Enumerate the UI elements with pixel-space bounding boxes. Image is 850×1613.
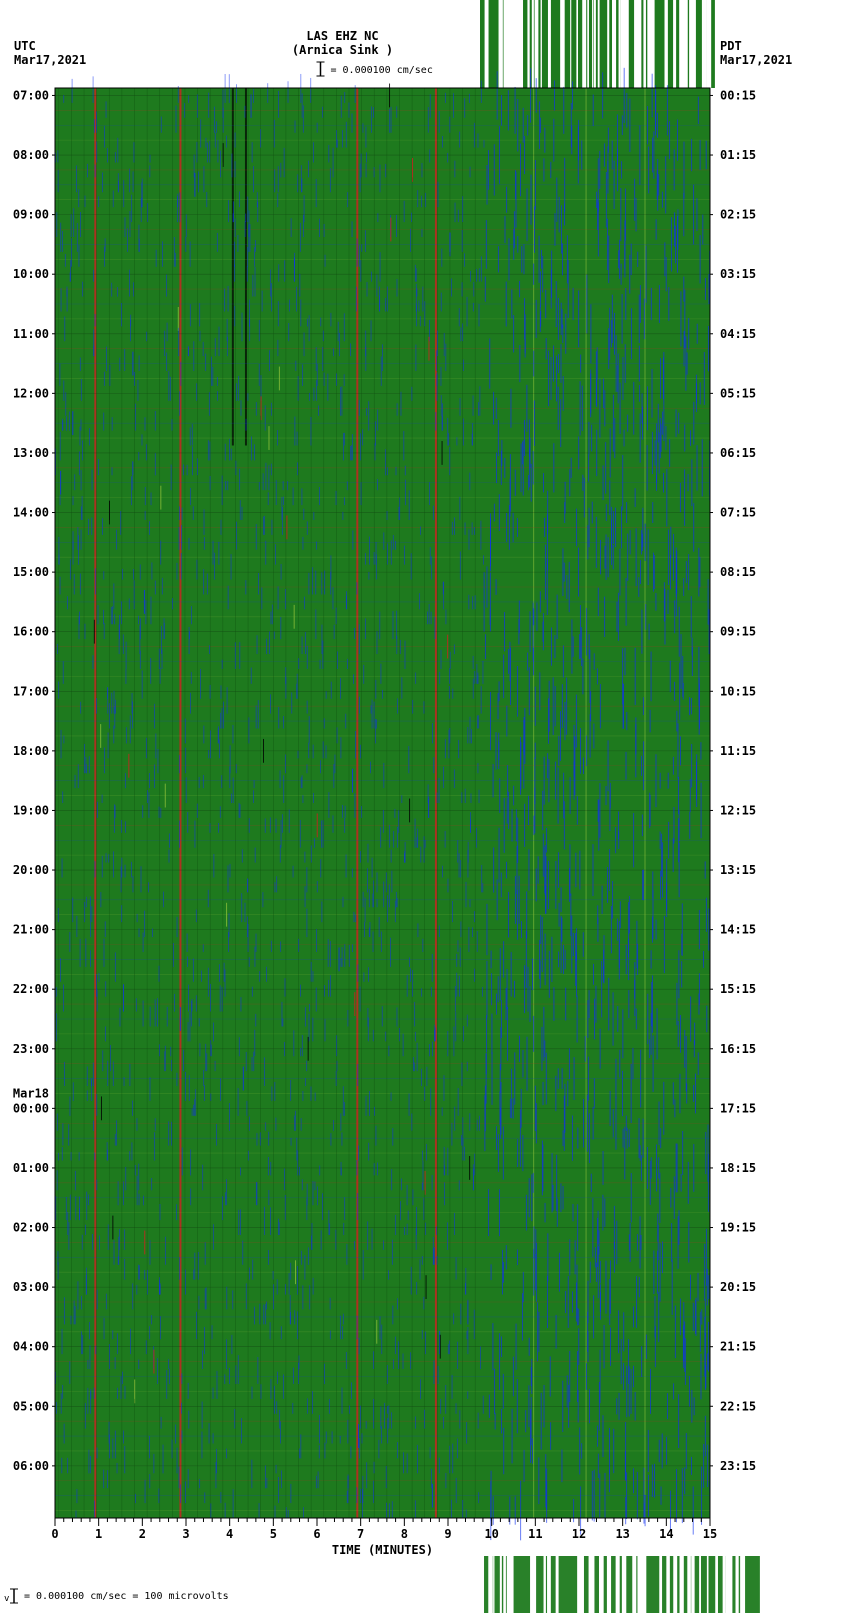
left-time-label: 06:00 <box>13 1459 49 1473</box>
xaxis-tick-label: 9 <box>444 1527 451 1541</box>
right-time-label: 23:15 <box>720 1459 756 1473</box>
xaxis-label: TIME (MINUTES) <box>332 1543 433 1557</box>
left-time-label: 00:00 <box>13 1101 49 1115</box>
right-date-label: Mar17,2021 <box>720 53 792 67</box>
right-time-label: 11:15 <box>720 744 756 758</box>
right-time-label: 10:15 <box>720 684 756 698</box>
left-time-label: 21:00 <box>13 923 49 937</box>
right-time-label: 12:15 <box>720 803 756 817</box>
right-time-label: 00:15 <box>720 88 756 102</box>
left-time-label: 05:00 <box>13 1399 49 1413</box>
right-time-label: 06:15 <box>720 446 756 460</box>
right-time-label: 09:15 <box>720 625 756 639</box>
xaxis-tick-label: 12 <box>572 1527 586 1541</box>
xaxis-tick-label: 4 <box>226 1527 233 1541</box>
xaxis-tick-label: 11 <box>528 1527 542 1541</box>
station-title: LAS EHZ NC <box>306 29 378 43</box>
left-time-label: 23:00 <box>13 1042 49 1056</box>
left-time-label: 07:00 <box>13 88 49 102</box>
xaxis-tick-label: 7 <box>357 1527 364 1541</box>
xaxis-tick-label: 5 <box>270 1527 277 1541</box>
left-time-label: 19:00 <box>13 803 49 817</box>
left-time-label: 11:00 <box>13 327 49 341</box>
left-time-label: 01:00 <box>13 1161 49 1175</box>
left-time-label: 20:00 <box>13 863 49 877</box>
left-time-label: 16:00 <box>13 625 49 639</box>
right-time-label: 17:15 <box>720 1101 756 1115</box>
xaxis-tick-label: 10 <box>484 1527 498 1541</box>
helicorder-svg: 0123456789101112131415TIME (MINUTES)07:0… <box>0 0 850 1613</box>
left-time-label: 02:00 <box>13 1221 49 1235</box>
left-time-label: 13:00 <box>13 446 49 460</box>
right-time-label: 08:15 <box>720 565 756 579</box>
left-time-label: 17:00 <box>13 684 49 698</box>
left-time-label: 18:00 <box>13 744 49 758</box>
right-time-label: 04:15 <box>720 327 756 341</box>
xaxis-tick-label: 1 <box>95 1527 102 1541</box>
right-time-label: 07:15 <box>720 506 756 520</box>
left-time-label: 12:00 <box>13 386 49 400</box>
left-time-label: 14:00 <box>13 506 49 520</box>
left-time-label: 03:00 <box>13 1280 49 1294</box>
xaxis-tick-label: 2 <box>139 1527 146 1541</box>
left-time-label: 15:00 <box>13 565 49 579</box>
right-time-label: 13:15 <box>720 863 756 877</box>
left-time-label: 08:00 <box>13 148 49 162</box>
right-time-label: 05:15 <box>720 386 756 400</box>
left-time-label: 10:00 <box>13 267 49 281</box>
xaxis-tick-label: 0 <box>51 1527 58 1541</box>
xaxis-tick-label: 3 <box>182 1527 189 1541</box>
right-time-label: 02:15 <box>720 208 756 222</box>
right-time-label: 20:15 <box>720 1280 756 1294</box>
xaxis-tick-label: 6 <box>313 1527 320 1541</box>
xaxis-tick-label: 8 <box>401 1527 408 1541</box>
scale-text: = 0.000100 cm/sec <box>331 65 433 76</box>
left-tz-label: UTC <box>14 39 36 53</box>
right-time-label: 22:15 <box>720 1399 756 1413</box>
right-time-label: 21:15 <box>720 1340 756 1354</box>
right-time-label: 18:15 <box>720 1161 756 1175</box>
plot-area <box>55 88 710 1518</box>
left-time-label: 04:00 <box>13 1340 49 1354</box>
right-time-label: 03:15 <box>720 267 756 281</box>
right-time-label: 01:15 <box>720 148 756 162</box>
right-time-label: 19:15 <box>720 1221 756 1235</box>
left-time-label: 22:00 <box>13 982 49 996</box>
xaxis-tick-label: 13 <box>615 1527 629 1541</box>
station-subtitle: (Arnica Sink ) <box>292 43 393 57</box>
right-tz-label: PDT <box>720 39 742 53</box>
left-time-label: 09:00 <box>13 208 49 222</box>
xaxis-tick-label: 14 <box>659 1527 673 1541</box>
right-time-label: 16:15 <box>720 1042 756 1056</box>
xaxis-tick-label: 15 <box>703 1527 717 1541</box>
right-time-label: 15:15 <box>720 982 756 996</box>
left-time-label: Mar18 <box>13 1086 49 1100</box>
left-date-label: Mar17,2021 <box>14 53 86 67</box>
footer-scale-text: = 0.000100 cm/sec = 100 microvolts <box>24 1591 229 1602</box>
right-time-label: 14:15 <box>720 923 756 937</box>
